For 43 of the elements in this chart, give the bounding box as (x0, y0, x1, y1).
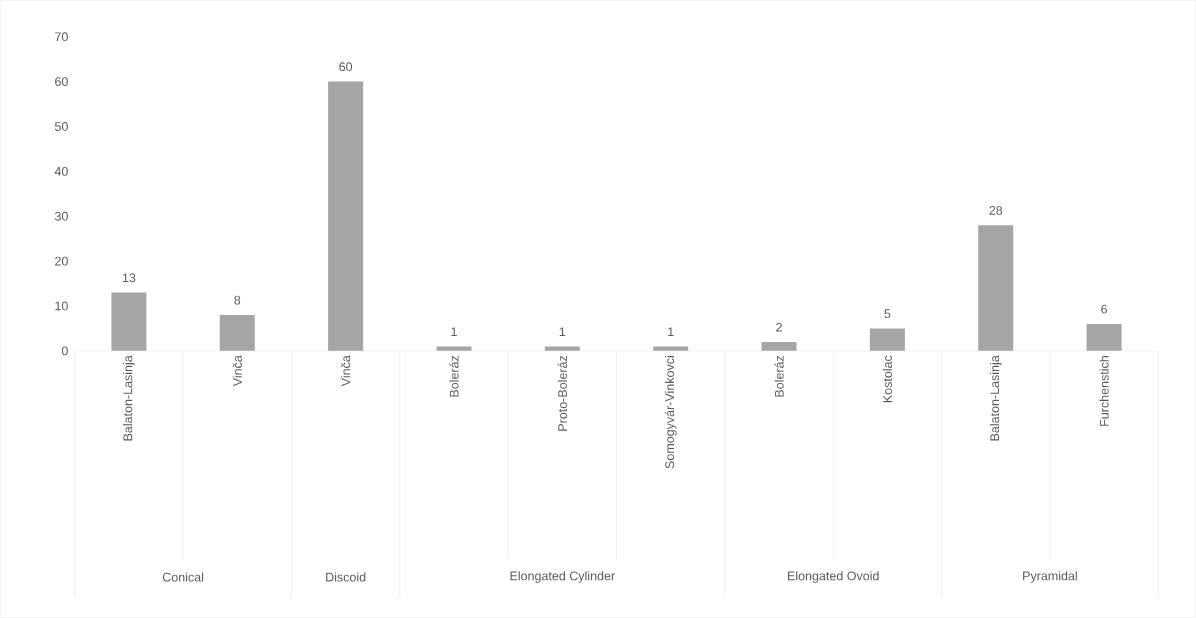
bar (544, 346, 580, 352)
bar (869, 328, 905, 352)
y-tick-label: 0 (61, 346, 68, 356)
y-tick-label: 40 (54, 167, 68, 176)
x-tick-label: Somogyvár-Vinkovci (664, 356, 677, 469)
x-tick-label: Boleráz (774, 356, 784, 397)
x-tick-label: Vinča (341, 355, 351, 387)
data-label: 1 (668, 327, 674, 337)
data-label: 60 (339, 62, 353, 72)
x-tick-label: Kostolac (882, 355, 892, 403)
bar (978, 225, 1014, 352)
x-tick-label: Proto-Boleráz (557, 356, 567, 431)
bar (111, 292, 147, 352)
data-label: 2 (776, 322, 782, 332)
y-tick-label: 50 (54, 122, 68, 132)
y-tick-label: 10 (55, 301, 68, 311)
y-tick-label: 70 (55, 32, 68, 42)
data-label: 6 (1101, 304, 1108, 314)
y-tick-label: 20 (55, 256, 68, 266)
x-tick-label: Vinča (232, 355, 242, 387)
bar (219, 315, 255, 352)
text: Discoid (326, 572, 366, 582)
y-tick-label: 30 (54, 211, 68, 221)
data-label: 1 (451, 327, 457, 337)
bar (1086, 324, 1122, 352)
x-tick-label: Balaton-Lasinja (123, 355, 135, 441)
text: Conical (162, 572, 204, 582)
data-label: 5 (884, 309, 891, 319)
text: Elongated Cylinder (510, 571, 615, 583)
bar (328, 81, 364, 352)
text: Elongated Ovoid (788, 571, 879, 583)
data-label: 28 (989, 206, 1003, 215)
x-tick-label: Balaton-Lasinja (989, 355, 1002, 441)
data-label: 13 (122, 273, 136, 283)
x-tick-label: Furchenstich (1099, 356, 1109, 426)
text: Pyramidal (1023, 571, 1077, 583)
bar (653, 346, 689, 352)
y-tick-label: 60 (55, 77, 68, 87)
data-label: 8 (234, 295, 241, 305)
x-tick-label: Boleráz (449, 356, 459, 397)
data-label: 1 (559, 327, 566, 337)
bar (436, 346, 472, 352)
bar (761, 342, 797, 352)
